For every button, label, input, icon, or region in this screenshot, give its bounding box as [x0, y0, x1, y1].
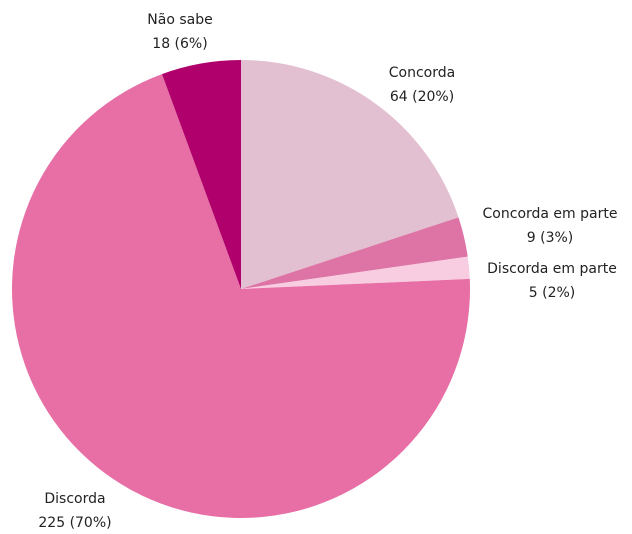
- slice-label: Discorda em parte: [487, 261, 617, 277]
- slice-label: Discorda: [44, 491, 105, 507]
- slice-value-label: 64 (20%): [390, 89, 454, 105]
- pie-slice: [161, 60, 241, 289]
- slice-label: Não sabe: [147, 12, 212, 28]
- pie-slice: [241, 217, 468, 289]
- slice-value-label: 225 (70%): [38, 515, 111, 531]
- slice-value-label: 9 (3%): [527, 230, 574, 246]
- slice-value-label: 18 (6%): [152, 36, 207, 52]
- pie-slice: [12, 74, 471, 518]
- slice-label: Concorda em parte: [483, 206, 618, 222]
- pie-slice: [241, 60, 459, 289]
- slice-value-label: 5 (2%): [529, 285, 576, 301]
- pie-slice: [241, 256, 470, 289]
- slice-label: Concorda: [389, 65, 455, 81]
